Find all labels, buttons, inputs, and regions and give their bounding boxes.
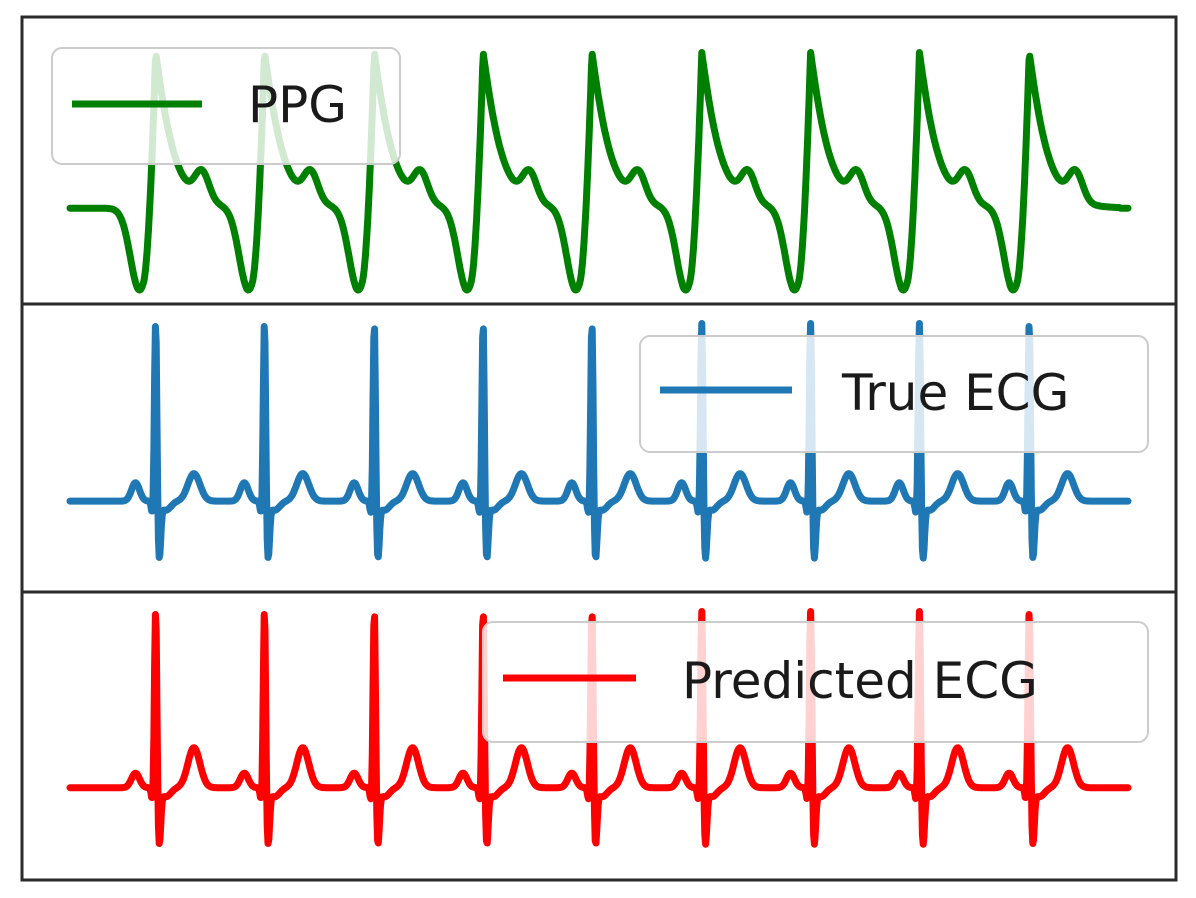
- predicted-ecg-legend-box: [482, 621, 1149, 743]
- true-ecg-legend-label: True ECG: [841, 364, 1069, 422]
- true-ecg-panel: True ECG: [20, 302, 1178, 594]
- predicted-ecg-series-line: [66, 608, 1132, 848]
- true-ecg-series-line: [66, 320, 1132, 562]
- predicted-ecg-legend: Predicted ECG: [482, 621, 1149, 743]
- ppg-legend: PPG: [51, 47, 401, 165]
- ppg-panel: PPG: [20, 15, 1178, 306]
- predicted-ecg-panel: Predicted ECG: [20, 590, 1178, 882]
- true-ecg-legend: True ECG: [639, 335, 1149, 453]
- true-ecg-legend-box: [639, 335, 1149, 453]
- ppg-series-line: [66, 49, 1132, 294]
- ppg-legend-box: [51, 47, 401, 165]
- predicted-ecg-axes-frame: [20, 590, 1178, 882]
- ppg-legend-label: PPG: [248, 76, 347, 134]
- predicted-ecg-legend-label: Predicted ECG: [682, 652, 1038, 710]
